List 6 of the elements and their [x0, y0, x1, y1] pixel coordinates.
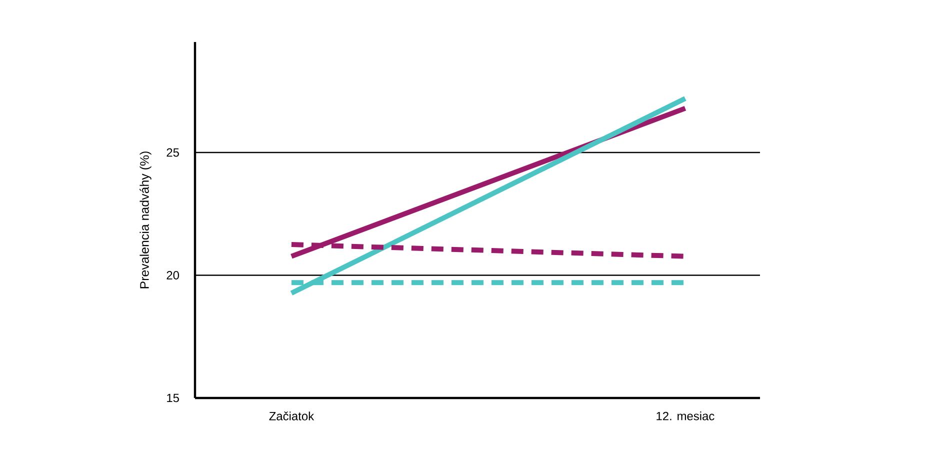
y-tick-label: 20 — [166, 271, 180, 280]
y-axis-title: Prevalencia nadváhy (%) — [140, 152, 152, 288]
x-tick-label: 12. mesiac — [656, 412, 714, 420]
y-tick-label: 15 — [167, 394, 179, 402]
y-tick-label: 25 — [166, 148, 179, 157]
x-tick-label: Začiatok — [269, 412, 314, 420]
